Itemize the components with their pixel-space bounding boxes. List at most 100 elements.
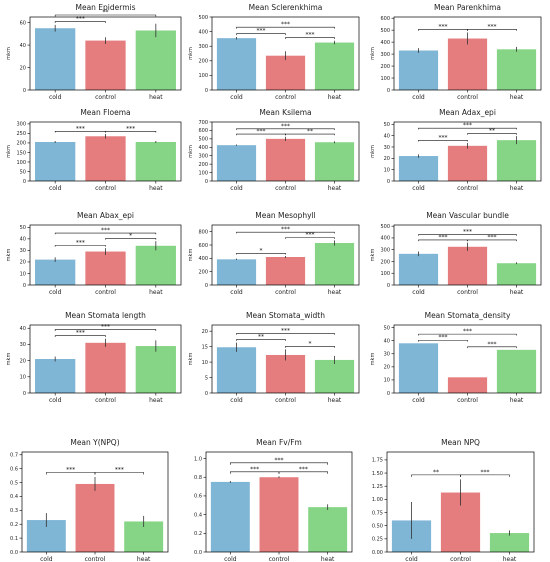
y-tick-label: 0.7 bbox=[10, 453, 18, 459]
chart-title: Mean Y(NPQ) bbox=[70, 438, 119, 447]
y-tick-label: 0 bbox=[205, 179, 208, 185]
x-tick-label: heat bbox=[321, 556, 335, 562]
y-tick-label: 1.25 bbox=[372, 484, 383, 490]
significance-label: * bbox=[309, 340, 312, 347]
chart-title: Mean NPQ bbox=[441, 438, 480, 447]
x-tick-label: heat bbox=[137, 556, 151, 562]
significance-bracket bbox=[236, 26, 335, 29]
y-axis-label: mkm bbox=[370, 47, 376, 60]
x-tick-label: heat bbox=[510, 185, 524, 192]
significance-label: *** bbox=[281, 226, 290, 233]
significance-label: *** bbox=[306, 232, 315, 239]
y-tick-label: 0 bbox=[205, 283, 208, 289]
significance-bracket bbox=[467, 239, 517, 242]
y-tick-label: 1.50 bbox=[372, 471, 383, 477]
x-tick-label: control bbox=[85, 556, 106, 562]
significance-bracket bbox=[418, 140, 468, 142]
significance-bracket bbox=[467, 133, 517, 135]
y-tick-label: 20 bbox=[20, 358, 26, 364]
y-tick-label: 100 bbox=[380, 76, 390, 82]
bar-heat bbox=[308, 507, 348, 552]
y-tick-label: 15 bbox=[202, 344, 208, 350]
x-tick-label: control bbox=[457, 397, 478, 404]
chart-title: Mean Sclerenkhima bbox=[249, 3, 323, 12]
y-tick-label: 0 bbox=[387, 179, 390, 185]
x-tick-label: cold bbox=[49, 289, 62, 296]
y-tick-label: 10 bbox=[202, 360, 208, 366]
bar-control bbox=[447, 246, 488, 285]
chart-panel-15: Mean NPQ 0.00 0.25 0.50 0.75 1.00 1.25 1.50 1.75… bbox=[372, 438, 535, 562]
x-tick-label: cold bbox=[412, 397, 425, 404]
bar-control bbox=[85, 342, 126, 393]
y-tick-label: 700 bbox=[198, 120, 208, 126]
bar-control bbox=[447, 38, 488, 90]
significance-label: ** bbox=[433, 469, 439, 476]
y-tick-label: 500 bbox=[198, 15, 208, 21]
bar-heat bbox=[496, 49, 537, 90]
chart-title: Mean Fv/Fm bbox=[256, 438, 302, 447]
y-axis-label: mkm bbox=[370, 353, 376, 366]
bar-heat bbox=[314, 42, 355, 90]
y-tick-label: 0 bbox=[23, 179, 26, 185]
x-tick-label: cold bbox=[40, 556, 53, 562]
y-tick-label: 40 bbox=[20, 43, 26, 49]
y-tick-label: 300 bbox=[198, 154, 208, 160]
bar-control bbox=[265, 55, 306, 90]
x-tick-label: control bbox=[95, 397, 116, 404]
significance-bracket bbox=[105, 238, 157, 240]
y-tick-label: 300 bbox=[380, 52, 390, 58]
significance-label: *** bbox=[76, 330, 85, 337]
axes-frame bbox=[211, 224, 360, 286]
y-axis-label: mkm bbox=[6, 249, 12, 262]
x-tick-label: control bbox=[457, 94, 478, 101]
significance-bracket bbox=[236, 33, 286, 36]
bar-heat bbox=[135, 346, 176, 393]
x-tick-label: heat bbox=[510, 397, 524, 404]
significance-bracket bbox=[54, 14, 157, 17]
chart-panel-1: Mean Epidermis mkm 0 20 40 60 cold control heat *… bbox=[6, 3, 182, 101]
x-tick-label: cold bbox=[405, 556, 418, 562]
y-tick-label: 0 bbox=[205, 88, 208, 94]
axes-frame bbox=[21, 451, 169, 553]
chart-title: Mean Adax_epi bbox=[439, 108, 496, 117]
significance-label: *** bbox=[257, 128, 266, 135]
axes-frame bbox=[29, 16, 182, 91]
y-axis-label: mkm bbox=[6, 145, 12, 158]
bar-cold bbox=[398, 50, 439, 90]
y-axis-label: mkm bbox=[188, 249, 194, 262]
significance-label: *** bbox=[439, 23, 448, 30]
y-tick-label: 400 bbox=[198, 29, 208, 35]
significance-label: *** bbox=[76, 239, 85, 246]
bar-cold bbox=[210, 481, 250, 552]
x-tick-label: control bbox=[457, 185, 478, 192]
y-tick-label: 20 bbox=[20, 65, 26, 71]
bar-heat bbox=[135, 30, 176, 91]
x-tick-label: heat bbox=[149, 185, 163, 192]
y-tick-label: 200 bbox=[198, 162, 208, 168]
significance-label: ** bbox=[307, 128, 313, 135]
bar-heat bbox=[489, 533, 530, 552]
y-tick-label: 200 bbox=[16, 141, 26, 147]
bar-control bbox=[85, 40, 126, 90]
y-tick-label: 200 bbox=[380, 64, 390, 70]
y-tick-label: 0.4 bbox=[194, 512, 202, 518]
significance-bracket bbox=[236, 128, 335, 130]
significance-label: *** bbox=[76, 16, 85, 23]
y-tick-label: 0 bbox=[387, 283, 390, 289]
chart-title: Mean Mesophyll bbox=[255, 211, 316, 220]
y-tick-label: 1.75 bbox=[372, 458, 383, 464]
x-tick-label: control bbox=[95, 185, 116, 192]
y-tick-label: 0.25 bbox=[372, 537, 383, 543]
bar-heat bbox=[314, 359, 355, 393]
x-tick-label: cold bbox=[230, 289, 243, 296]
chart-panel-9: Mean Vascular bundle mkm 0 100 200 300 400 500 c… bbox=[370, 211, 542, 296]
y-tick-label: 1.0 bbox=[194, 456, 202, 462]
chart-title: Mean Stomata_density bbox=[425, 311, 511, 320]
y-tick-label: 0.3 bbox=[10, 508, 18, 514]
significance-label: *** bbox=[115, 467, 124, 474]
bar-control bbox=[447, 145, 488, 181]
significance-bracket bbox=[418, 127, 517, 130]
x-tick-label: heat bbox=[510, 289, 524, 296]
x-tick-label: cold bbox=[49, 185, 62, 192]
y-axis-label: mkm bbox=[188, 47, 194, 60]
